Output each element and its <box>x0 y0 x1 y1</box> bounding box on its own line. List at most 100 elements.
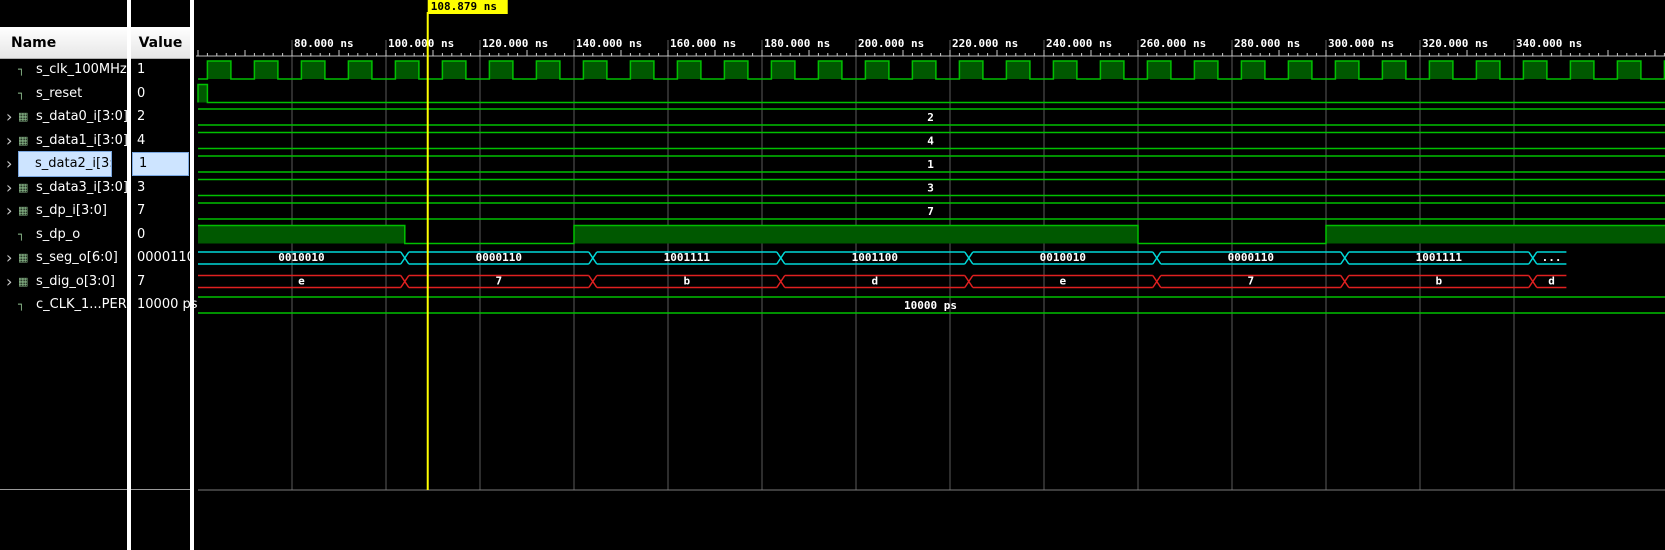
bus-segment-label: 1001111 <box>664 251 711 264</box>
signal-value: 0 <box>137 85 146 101</box>
clock-high-fill <box>1617 61 1641 79</box>
clock-high-fill <box>1241 61 1265 79</box>
signal-row[interactable]: ┐ s_dp_o <box>0 223 127 247</box>
bus-value-label: 4 <box>927 135 934 148</box>
signal-row[interactable]: › ▦ s_data0_i[3:0] <box>0 105 128 129</box>
time-tick-label: 200.000 ns <box>858 37 924 50</box>
waveform-row: 0010010 0000110 1001111 1001100 0010010 00001… <box>198 251 1567 265</box>
bus-segment-label: d <box>1548 275 1555 288</box>
waveform-row: 2 <box>198 108 1665 126</box>
signal-name: s_data3_i[3:0] <box>36 179 129 195</box>
clock-high-fill <box>1288 61 1312 79</box>
names-panel: Name ┐ s_clk_100MHz ┐ s_reset › ▦ s_data0_i[3:… <box>0 0 151 550</box>
signal-value: 10000 ps <box>137 297 198 312</box>
panel-splitter[interactable] <box>190 0 194 550</box>
chevron-right-icon[interactable]: › <box>6 177 13 197</box>
signal-value: 7 <box>137 273 146 289</box>
bus-segment <box>1528 251 1567 265</box>
chevron-right-icon[interactable]: › <box>6 107 13 126</box>
bus-segment-label: e <box>1059 275 1066 288</box>
values-panel-divider <box>131 489 190 490</box>
bus-segment-label: 7 <box>1247 275 1254 288</box>
time-tick-label: 120.000 ns <box>482 37 548 50</box>
signal-row[interactable]: ┐ s_clk_100MHz <box>0 58 127 82</box>
signal-name: s_dig_o[3:0] <box>36 273 115 289</box>
bus-segment-label: 0000110 <box>1228 251 1274 264</box>
signal-name: s_clk_100MHz <box>36 62 127 77</box>
signal-name: s_seg_o[6:0] <box>36 250 118 265</box>
clock-high-fill <box>536 61 560 79</box>
chevron-right-icon[interactable]: › <box>6 154 13 173</box>
clock-high-fill <box>348 61 372 79</box>
chevron-right-icon[interactable]: › <box>6 271 13 291</box>
bus-segment <box>400 274 589 289</box>
signal-name: s_data2_i[3:0] <box>18 151 127 177</box>
time-tick-label: 340.000 ns <box>1516 37 1582 50</box>
chevron-right-icon[interactable]: › <box>6 248 13 267</box>
signal-icon: ┐ <box>18 298 25 311</box>
clock-high-fill <box>1194 61 1218 79</box>
clock-high-fill <box>1476 61 1500 79</box>
clock-high-fill <box>677 61 701 79</box>
bit-high-fill <box>1326 225 1665 244</box>
time-tick-label: 240.000 ns <box>1046 37 1112 50</box>
waveform-row: e 7 b d e 7 b d <box>198 274 1567 289</box>
signal-row[interactable]: › ▦ s_data1_i[3:0] <box>0 129 129 153</box>
signal-value: 2 <box>137 109 146 124</box>
chevron-right-icon[interactable]: › <box>6 130 13 150</box>
signal-value: 0 <box>137 226 146 242</box>
clock-high-fill <box>1147 61 1171 79</box>
signal-row[interactable]: ›▦s_data2_i[3:0] <box>0 151 127 177</box>
clock-high-fill <box>1429 61 1453 79</box>
bus-icon: ▦ <box>18 274 29 288</box>
waveform-row: 1 <box>198 155 1665 173</box>
waveform-row: 4 <box>198 131 1665 150</box>
clock-high-fill <box>254 61 278 79</box>
waveform-canvas[interactable]: 80.000 ns 100.000 ns 120.000 ns 140.000 ns 1… <box>196 0 1665 520</box>
signal-row[interactable]: ┐ c_CLK_1...PERIOD <box>0 293 151 317</box>
time-tick-label: 180.000 ns <box>764 37 830 50</box>
bus-value-label: 10000 ps <box>904 299 957 312</box>
clock-high-fill <box>630 61 654 79</box>
bit-high-fill <box>574 225 1138 244</box>
bus-segment <box>1528 274 1567 289</box>
bus-segment <box>1152 251 1341 265</box>
bus-value-label: 1 <box>927 158 934 171</box>
signal-row[interactable]: › ▦ s_seg_o[6:0] <box>0 246 127 270</box>
signal-name: c_CLK_1...PERIOD <box>36 297 151 312</box>
value-column-header[interactable]: Value <box>131 27 190 59</box>
signal-row[interactable]: › ▦ s_dp_i[3:0] <box>0 199 127 223</box>
signal-name: s_data1_i[3:0] <box>36 132 129 148</box>
bus-value-label: 3 <box>927 182 934 195</box>
signal-row[interactable]: › ▦ s_dig_o[3:0] <box>0 270 127 294</box>
signal-row[interactable]: ┐ s_reset <box>0 82 127 106</box>
clock-high-fill <box>771 61 795 79</box>
signal-value: 1 <box>137 62 146 77</box>
bus-segment <box>1340 274 1529 289</box>
clock-high-fill <box>395 61 419 79</box>
bit-waveform <box>198 224 1665 245</box>
column-splitter[interactable] <box>127 0 131 550</box>
time-tick-label: 160.000 ns <box>670 37 736 50</box>
clock-high-fill <box>959 61 983 79</box>
bus-segment <box>400 251 589 265</box>
signal-row[interactable]: › ▦ s_data3_i[3:0] <box>0 176 129 200</box>
chevron-right-icon[interactable]: › <box>6 201 13 220</box>
reset-high-fill <box>198 84 208 103</box>
bus-segment-label: 1001100 <box>852 251 898 264</box>
waveform-row <box>197 83 1665 104</box>
clock-high-fill <box>1006 61 1030 79</box>
name-column-header[interactable]: Name <box>0 27 127 59</box>
clock-high-fill <box>1570 61 1594 79</box>
time-tick-label: 320.000 ns <box>1422 37 1488 50</box>
bus-segment <box>964 251 1153 265</box>
bit-high-fill <box>198 225 405 244</box>
clock-high-fill <box>1100 61 1124 79</box>
bus-segment <box>198 274 401 289</box>
signal-value: 4 <box>137 132 146 148</box>
bus-segment-label: ... <box>1542 251 1562 264</box>
waveform-row: 3 <box>198 178 1665 197</box>
names-panel-divider <box>0 489 127 490</box>
reset-waveform <box>197 83 1665 104</box>
clock-high-fill <box>442 61 466 79</box>
